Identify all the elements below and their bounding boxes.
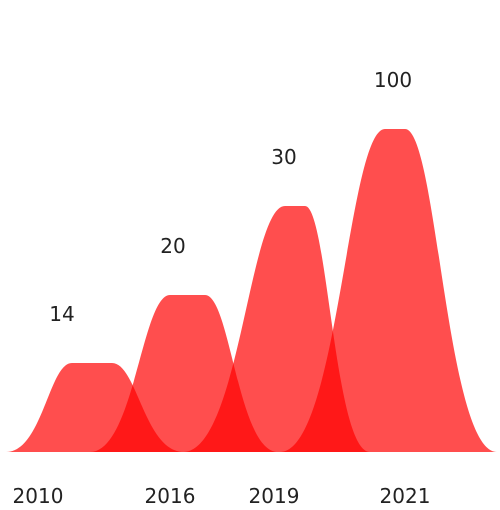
- category-labels-layer: 2010 2016 2019 2021: [13, 484, 431, 508]
- value-label-2010: 14: [49, 302, 74, 326]
- hump-2021: [280, 129, 497, 452]
- value-label-2016: 20: [160, 234, 185, 258]
- category-label-2021: 2021: [380, 484, 431, 508]
- value-label-2021: 100: [374, 68, 412, 92]
- category-label-2016: 2016: [145, 484, 196, 508]
- value-label-2019: 30: [271, 145, 296, 169]
- category-label-2010: 2010: [13, 484, 64, 508]
- humps-layer: [6, 129, 497, 452]
- category-label-2019: 2019: [249, 484, 300, 508]
- value-labels-layer: 14 20 30 100: [49, 68, 412, 326]
